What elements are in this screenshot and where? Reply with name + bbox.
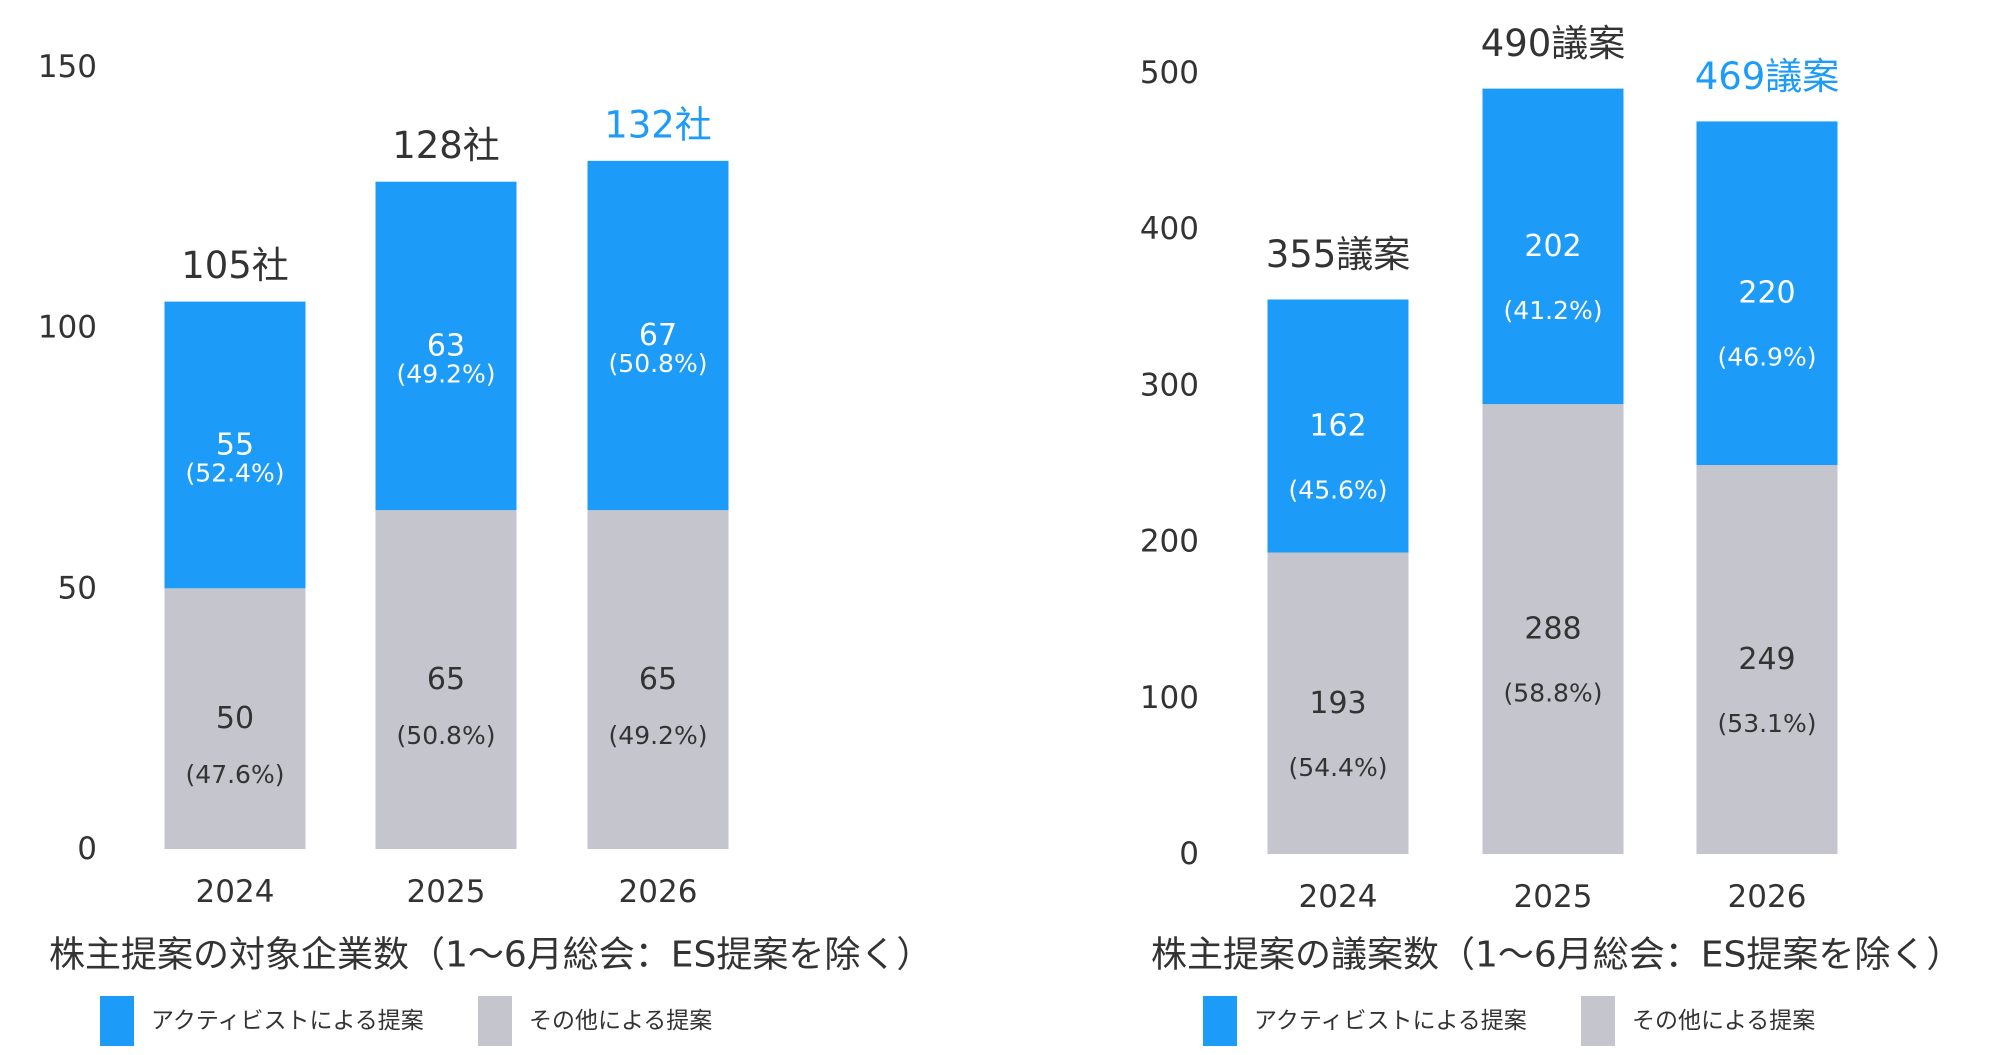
legend: アクティビストによる提案 その他による提案 bbox=[1203, 996, 1815, 1046]
x-tick-label: 2026 bbox=[619, 874, 698, 910]
bar-other-2025 bbox=[1482, 404, 1624, 854]
bar-activist-2025 bbox=[375, 181, 517, 511]
bar-percent-label: (54.4%) bbox=[1289, 753, 1388, 782]
legend-label-other: その他による提案 bbox=[1632, 1008, 1815, 1034]
bar-other-2026 bbox=[1696, 465, 1838, 854]
bar-total-label: 132社 bbox=[604, 103, 712, 146]
y-tick-label: 400 bbox=[1140, 211, 1199, 247]
bar-total-label: 490議案 bbox=[1481, 22, 1626, 65]
bar-percent-label: (49.2%) bbox=[397, 359, 496, 388]
bar-total-label: 105社 bbox=[181, 244, 289, 287]
chart-title: 株主提案の議案数（1～6月総会：ES提案を除く） bbox=[1151, 935, 1962, 976]
bar-total-label: 128社 bbox=[392, 124, 500, 167]
bar-value-label: 193 bbox=[1309, 686, 1366, 721]
bar-value-label: 63 bbox=[427, 328, 465, 363]
legend-swatch-other bbox=[1581, 996, 1615, 1046]
bar-value-label: 220 bbox=[1738, 276, 1795, 311]
x-tick-label: 2025 bbox=[1514, 879, 1593, 915]
y-tick-label: 200 bbox=[1140, 524, 1199, 560]
bar-percent-label: (52.4%) bbox=[186, 458, 285, 487]
legend-swatch-other bbox=[478, 996, 512, 1046]
y-tick-label: 0 bbox=[1179, 836, 1199, 872]
bar-percent-label: (49.2%) bbox=[609, 721, 708, 750]
bar-value-label: 202 bbox=[1524, 229, 1581, 264]
bar-value-label: 162 bbox=[1309, 409, 1366, 444]
bar-other-2024 bbox=[1267, 552, 1409, 854]
chart-proposals: 0 100 200 300 400 500 2024 2025 2026 193 (54.4%) 28… bbox=[1140, 22, 1962, 1046]
y-tick-label: 100 bbox=[38, 310, 97, 346]
bar-activist-2025 bbox=[1482, 88, 1624, 405]
bar-value-label: 249 bbox=[1738, 642, 1795, 677]
legend-swatch-activist bbox=[1203, 996, 1237, 1046]
y-tick-label: 150 bbox=[38, 49, 97, 85]
bar-percent-label: (58.8%) bbox=[1504, 679, 1603, 708]
chart-title: 株主提案の対象企業数（1～6月総会：ES提案を除く） bbox=[49, 935, 932, 976]
y-tick-label: 0 bbox=[77, 831, 97, 867]
plot-area-proposals: 0 100 200 300 400 500 2024 2025 2026 193 (54.4%) 28… bbox=[1140, 22, 1839, 915]
bar-other-2025 bbox=[375, 510, 517, 849]
bar-value-label: 65 bbox=[639, 662, 677, 697]
bar-percent-label: (53.1%) bbox=[1718, 709, 1817, 738]
y-tick-label: 300 bbox=[1140, 367, 1199, 403]
y-tick-label: 500 bbox=[1140, 55, 1199, 91]
bar-value-label: 55 bbox=[216, 427, 254, 462]
x-tick-label: 2026 bbox=[1728, 879, 1807, 915]
bar-value-label: 50 bbox=[216, 701, 254, 736]
bar-value-label: 67 bbox=[639, 318, 677, 353]
legend-label-activist: アクティビストによる提案 bbox=[1254, 1008, 1527, 1034]
bar-total-label: 355議案 bbox=[1266, 233, 1411, 276]
bar-percent-label: (41.2%) bbox=[1504, 296, 1603, 325]
y-tick-label: 50 bbox=[58, 570, 97, 606]
bar-other-2026 bbox=[587, 510, 729, 849]
bar-activist-2026 bbox=[587, 160, 729, 511]
bar-total-label: 469議案 bbox=[1695, 55, 1840, 98]
legend-swatch-activist bbox=[100, 996, 134, 1046]
legend: アクティビストによる提案 その他による提案 bbox=[100, 996, 712, 1046]
bar-activist-2024 bbox=[1267, 299, 1409, 553]
x-tick-label: 2025 bbox=[407, 874, 486, 910]
bar-other-2024 bbox=[164, 588, 306, 849]
bar-percent-label: (50.8%) bbox=[397, 721, 496, 750]
x-tick-label: 2024 bbox=[1299, 879, 1378, 915]
bar-activist-2026 bbox=[1696, 121, 1838, 466]
y-tick-label: 100 bbox=[1140, 680, 1199, 716]
bar-value-label: 65 bbox=[427, 662, 465, 697]
bar-activist-2024 bbox=[164, 301, 306, 589]
bar-value-label: 288 bbox=[1524, 612, 1581, 647]
x-tick-label: 2024 bbox=[196, 874, 275, 910]
bar-percent-label: (47.6%) bbox=[186, 760, 285, 789]
bar-percent-label: (50.8%) bbox=[609, 349, 708, 378]
bar-percent-label: (46.9%) bbox=[1718, 343, 1817, 372]
bar-percent-label: (45.6%) bbox=[1289, 476, 1388, 505]
legend-label-activist: アクティビストによる提案 bbox=[151, 1008, 424, 1034]
legend-label-other: その他による提案 bbox=[529, 1008, 712, 1034]
